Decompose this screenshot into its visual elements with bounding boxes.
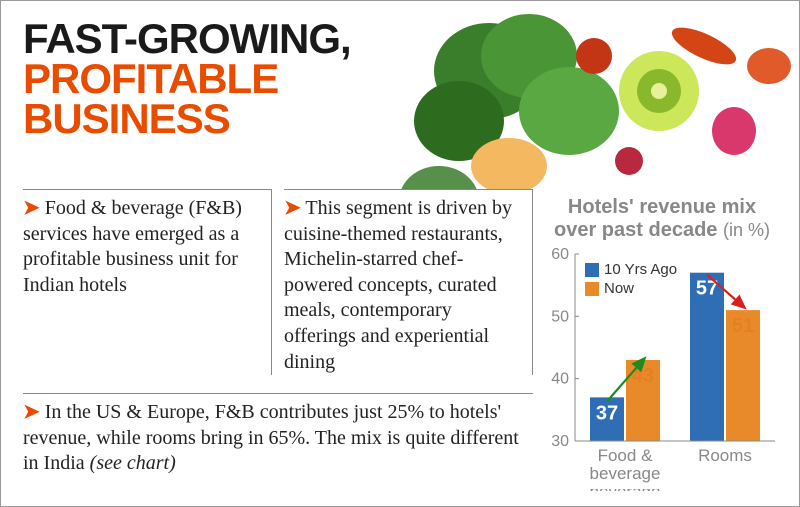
svg-text:37: 37 [596, 402, 618, 424]
svg-text:51: 51 [732, 315, 754, 337]
headline-line-1: FAST-GROWING, [23, 19, 351, 59]
svg-text:60: 60 [551, 246, 569, 263]
bullet-arrow-icon: ➤ [23, 401, 40, 423]
headline: FAST-GROWING, PROFITABLE BUSINESS [23, 19, 351, 139]
svg-text:Rooms: Rooms [698, 446, 752, 465]
chart-title-sub: (in %) [723, 220, 770, 240]
svg-text:beverage: beverage [590, 464, 661, 483]
bullet-text-1: Food & beverage (F&B) services have emer… [23, 197, 242, 296]
headline-line-2: PROFITABLE [23, 59, 351, 99]
svg-text:30: 30 [551, 433, 569, 450]
chart-title-line2: over past decade [554, 219, 717, 241]
bullet-col-1: ➤ Food & beverage (F&B) services have em… [23, 189, 272, 375]
revenue-chart: Hotels' revenue mix over past decade (in… [543, 196, 781, 496]
chart-title: Hotels' revenue mix over past decade (in… [543, 196, 781, 242]
bullet-text-bottom-italic: (see chart) [90, 452, 176, 474]
headline-line-3: BUSINESS [23, 99, 351, 139]
bullet-bottom: ➤ In the US & Europe, F&B contributes ju… [23, 393, 533, 477]
infographic-panel: FAST-GROWING, PROFITABLE BUSINESS ➤ Food… [0, 0, 800, 507]
svg-text:Food &: Food & [598, 446, 653, 465]
svg-text:50: 50 [551, 308, 569, 325]
bullet-text-2: This segment is driven by cuisine-themed… [284, 197, 512, 373]
bullet-col-2: ➤ This segment is driven by cuisine-them… [284, 189, 533, 375]
bullet-row: ➤ Food & beverage (F&B) services have em… [23, 189, 533, 375]
chart-svg: 304050603743Food&beverage5751RoomsFood &… [543, 246, 781, 491]
bullet-arrow-icon: ➤ [23, 197, 40, 219]
chart-title-line1: Hotels' revenue mix [568, 196, 756, 218]
svg-text:40: 40 [551, 371, 569, 388]
bullet-arrow-icon: ➤ [284, 197, 301, 219]
